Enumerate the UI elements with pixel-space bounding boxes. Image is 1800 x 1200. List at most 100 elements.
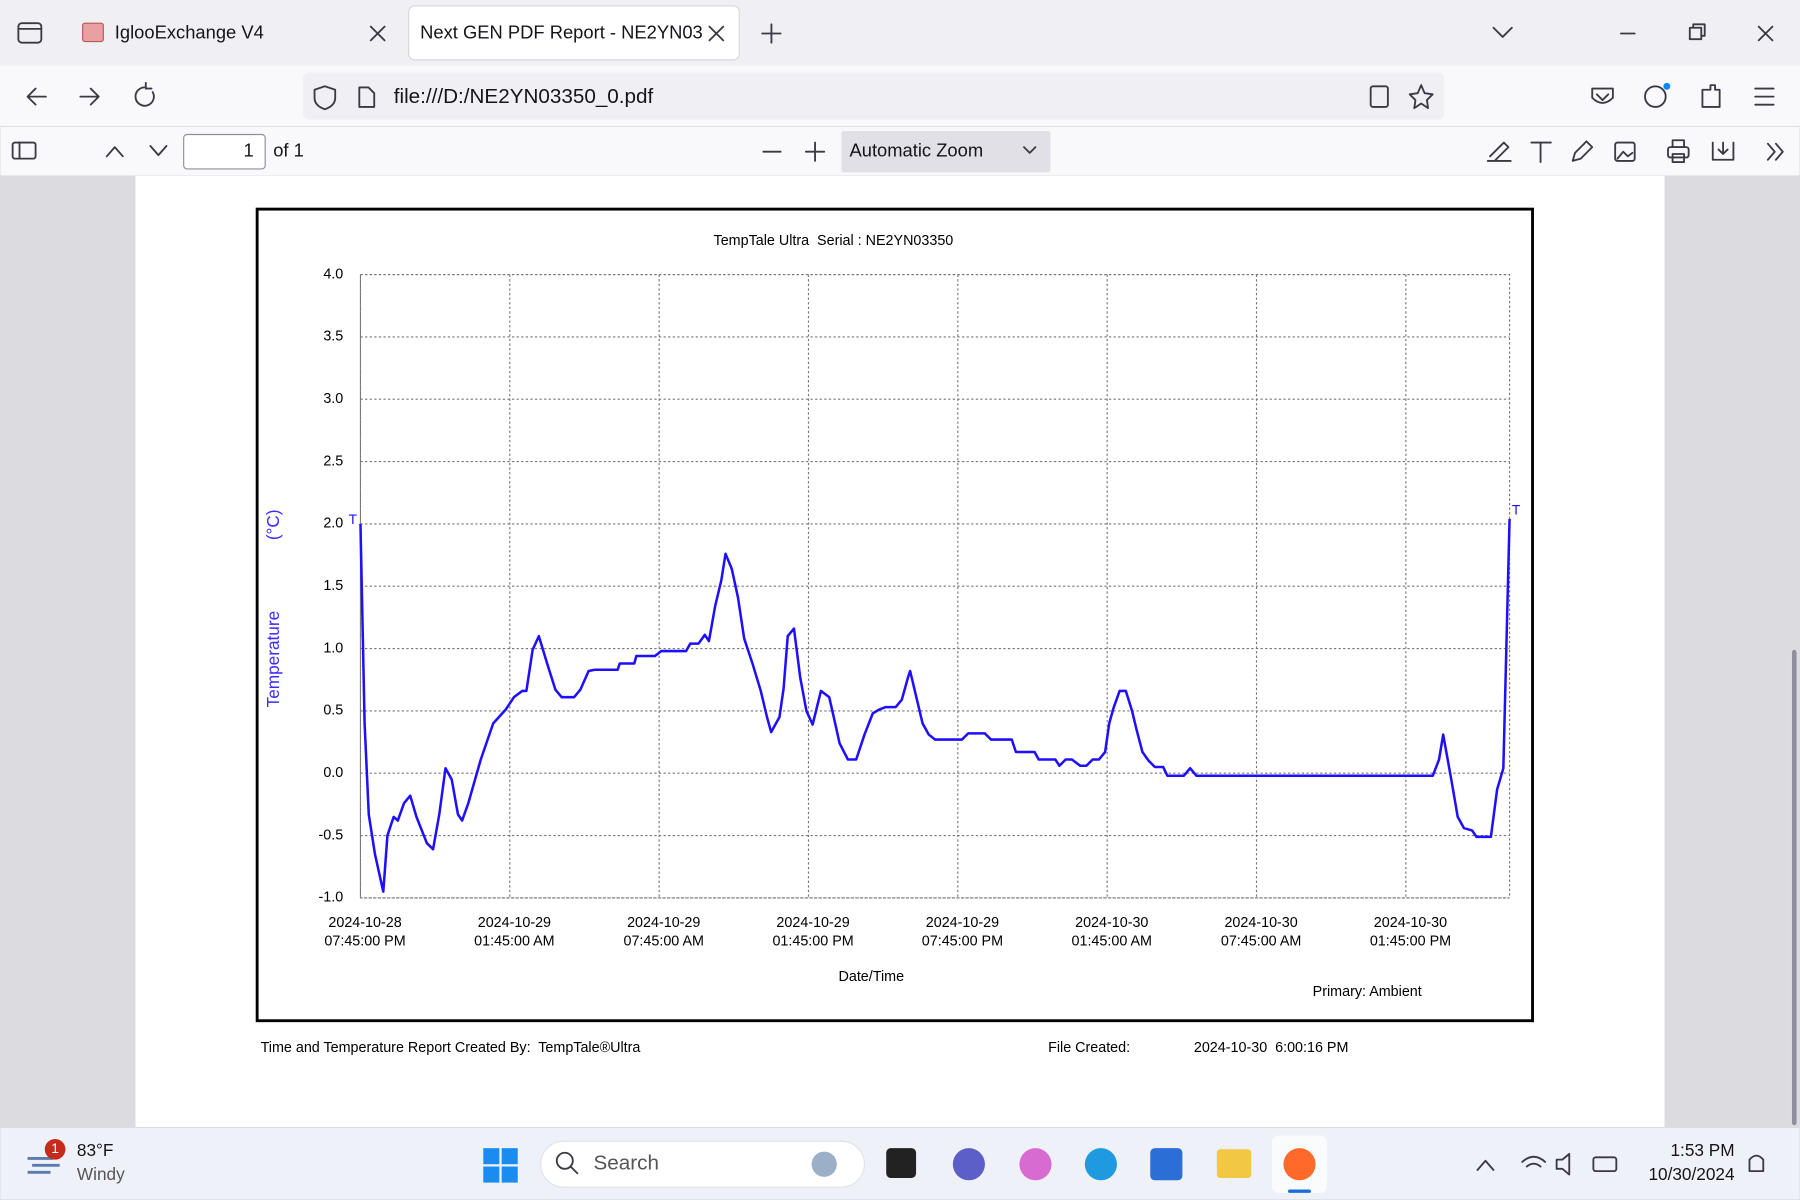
close-window[interactable] xyxy=(1757,25,1774,42)
y-tick-label: 2.0 xyxy=(323,516,343,532)
series-note: Primary: Ambient xyxy=(1313,984,1422,1000)
tray-overflow[interactable] xyxy=(1476,1159,1495,1171)
x-tick-label: 01:45:00 PM xyxy=(772,933,853,949)
y-tick-label: -0.5 xyxy=(319,827,344,843)
tab-list-button[interactable] xyxy=(17,22,43,44)
x-tick-label: 2024-10-29 xyxy=(478,915,551,931)
zoom-value[interactable]: Automatic Zoom xyxy=(849,140,983,161)
x-tick-label: 2024-10-30 xyxy=(1224,915,1297,931)
extensions[interactable] xyxy=(1701,84,1721,108)
back-button[interactable] xyxy=(26,87,47,106)
report-created-by: Time and Temperature Report Created By: … xyxy=(261,1040,641,1056)
url-field[interactable] xyxy=(303,72,1445,120)
battery[interactable] xyxy=(1592,1156,1618,1173)
draw-tool[interactable] xyxy=(1571,140,1594,162)
copilot-app[interactable] xyxy=(1019,1148,1052,1181)
tab-background xyxy=(408,5,740,61)
explorer-app[interactable] xyxy=(1216,1149,1252,1178)
x-tick-label: 01:45:00 AM xyxy=(1072,933,1152,949)
y-tick-label: 1.0 xyxy=(323,640,343,656)
y-tick-label: 3.5 xyxy=(323,329,343,345)
start-button[interactable] xyxy=(483,1148,518,1183)
volume[interactable] xyxy=(1555,1152,1571,1176)
y-tick-label: 1.5 xyxy=(323,578,343,594)
file-created: 2024-10-30 6:00:16 PM xyxy=(1194,1040,1349,1056)
file-icon xyxy=(358,86,376,108)
x-tick-label: 07:45:00 AM xyxy=(1221,933,1301,949)
weather-widget[interactable]: 1 83°F Windy xyxy=(27,1138,126,1184)
reload-button[interactable] xyxy=(134,81,155,107)
y-tick-label: 2.5 xyxy=(323,453,343,469)
text-tool[interactable] xyxy=(1530,141,1552,163)
tab[interactable]: IglooExchange V4 xyxy=(82,21,386,42)
scrollbar[interactable] xyxy=(1791,649,1797,1126)
weather-badge: 1 xyxy=(51,1141,59,1156)
x-tick-label: 07:45:00 PM xyxy=(324,933,405,949)
image-tool[interactable] xyxy=(1614,141,1636,162)
tab-title: Next GEN PDF Report - NE2YN0335 xyxy=(420,21,723,42)
tab-close[interactable] xyxy=(369,25,386,42)
tab-close[interactable] xyxy=(708,25,725,42)
x-tick-label: 07:45:00 PM xyxy=(922,933,1003,949)
list-tabs[interactable] xyxy=(1492,26,1513,38)
page-number[interactable]: 1 xyxy=(243,140,253,161)
y-tick-label: 4.0 xyxy=(323,266,343,282)
y-tick-label: 0.0 xyxy=(323,765,343,781)
y-axis-label: Temperature xyxy=(263,611,283,708)
x-tick-label: 2024-10-29 xyxy=(926,915,999,931)
tab-bar xyxy=(0,0,1800,66)
search-placeholder: Search xyxy=(593,1152,658,1175)
clock-time[interactable]: 1:53 PM xyxy=(1670,1140,1734,1160)
x-tick-label: 2024-10-29 xyxy=(776,915,849,931)
x-tick-label: 01:45:00 AM xyxy=(474,933,554,949)
x-tick-label: 2024-10-29 xyxy=(627,915,700,931)
edge-app[interactable] xyxy=(1084,1148,1117,1181)
account[interactable] xyxy=(1644,82,1671,108)
store-app[interactable] xyxy=(1150,1148,1183,1181)
notifications[interactable] xyxy=(1748,1154,1765,1173)
previous-page[interactable] xyxy=(105,146,124,158)
firefox-app[interactable] xyxy=(1283,1148,1316,1181)
more-tools[interactable] xyxy=(1766,142,1784,161)
zoom-in[interactable] xyxy=(804,141,826,162)
new-tab[interactable] xyxy=(761,23,782,44)
page-count: of 1 xyxy=(273,140,304,161)
weather-condition: Windy xyxy=(77,1164,125,1184)
page-input[interactable] xyxy=(183,133,266,170)
sidebar-toggle[interactable] xyxy=(11,141,37,160)
teams-app[interactable] xyxy=(952,1148,985,1181)
clock-date[interactable]: 10/30/2024 xyxy=(1648,1164,1735,1184)
active-indicator xyxy=(1288,1189,1311,1193)
x-axis-label: Date/Time xyxy=(839,969,905,985)
save[interactable] xyxy=(1711,141,1735,161)
shield-icon[interactable] xyxy=(313,85,337,111)
x-tick-label: 2024-10-28 xyxy=(328,915,401,931)
highlight-tool[interactable] xyxy=(1486,141,1512,162)
reader-view[interactable] xyxy=(1369,85,1389,108)
restore[interactable] xyxy=(1688,23,1706,41)
x-tick-label: 01:45:00 PM xyxy=(1370,933,1451,949)
bookmark[interactable] xyxy=(1408,84,1434,110)
forward-button[interactable] xyxy=(79,87,100,106)
zoom-select[interactable] xyxy=(841,131,1051,173)
next-page[interactable] xyxy=(149,145,168,157)
menu[interactable] xyxy=(1754,87,1775,106)
search-box[interactable]: Search xyxy=(540,1140,865,1188)
tab-title: IglooExchange V4 xyxy=(115,21,264,42)
x-tick-label: 2024-10-30 xyxy=(1374,915,1447,931)
y-tick-label: 3.0 xyxy=(323,391,343,407)
print[interactable] xyxy=(1667,139,1690,163)
wifi[interactable] xyxy=(1521,1155,1547,1168)
y-tick-label: -1.0 xyxy=(319,890,344,906)
url[interactable]: file:///D:/NE2YN03350_0.pdf xyxy=(394,85,654,108)
task-view[interactable] xyxy=(886,1148,917,1178)
pocket[interactable] xyxy=(1591,87,1614,104)
weather-temperature: 83°F xyxy=(77,1140,114,1160)
y-tick-label: 0.5 xyxy=(323,703,343,719)
file-created-label: File Created: xyxy=(1048,1040,1130,1056)
x-tick-label: 07:45:00 AM xyxy=(624,933,704,949)
chart-frame xyxy=(255,207,1534,1023)
chart-title: TempTale Ultra Serial : NE2YN03350 xyxy=(714,233,954,249)
active-tab[interactable]: Next GEN PDF Report - NE2YN0335 xyxy=(408,5,740,61)
